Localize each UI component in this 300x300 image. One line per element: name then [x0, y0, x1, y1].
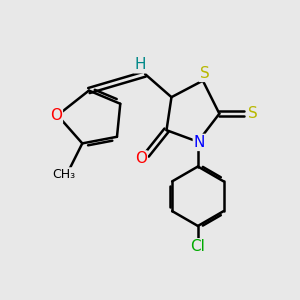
Text: O: O [135, 152, 147, 166]
Text: O: O [50, 108, 62, 123]
Text: S: S [200, 66, 209, 81]
Text: CH₃: CH₃ [52, 168, 76, 181]
Text: S: S [248, 106, 258, 121]
Text: N: N [194, 135, 205, 150]
Text: Cl: Cl [190, 239, 205, 254]
Text: H: H [134, 57, 146, 72]
